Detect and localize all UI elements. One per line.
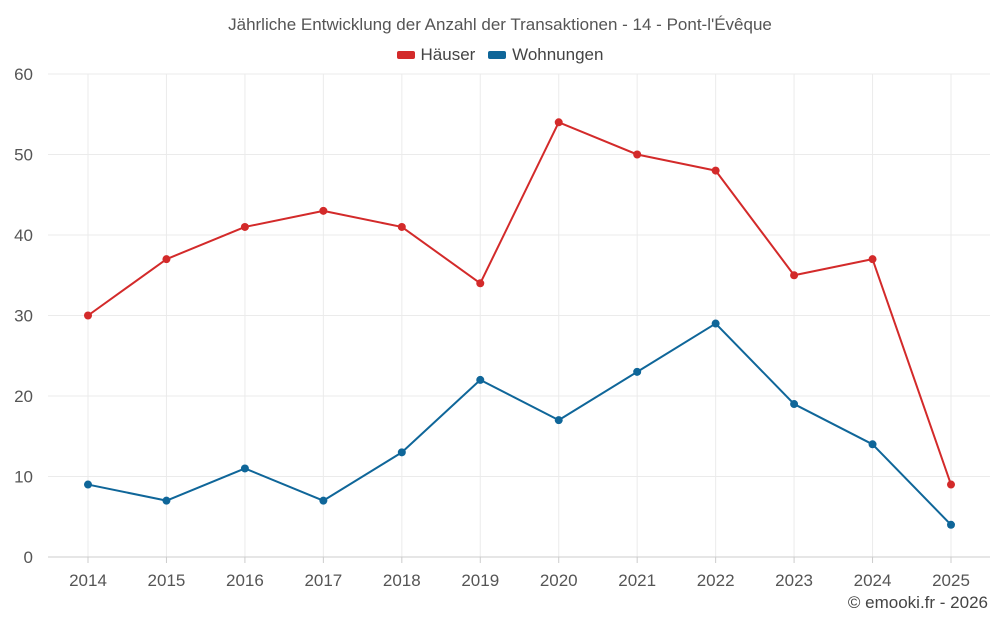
x-tick-label: 2018 — [383, 571, 421, 590]
x-tick-label: 2021 — [618, 571, 656, 590]
y-tick-label: 0 — [24, 548, 33, 567]
x-tick-label: 2015 — [148, 571, 186, 590]
x-tick-label: 2023 — [775, 571, 813, 590]
legend-label-wohnungen: Wohnungen — [512, 45, 604, 64]
data-point-wohnungen — [711, 319, 720, 328]
data-point-wohnungen — [476, 375, 485, 384]
y-tick-label: 60 — [14, 65, 33, 84]
series-line-wohnungen — [87, 322, 952, 526]
data-point-wohnungen — [397, 448, 406, 457]
data-point-wohnungen — [790, 400, 799, 409]
data-point-haeuser — [397, 222, 406, 231]
x-tick-label: 2025 — [932, 571, 970, 590]
data-point-haeuser — [554, 118, 563, 127]
series — [84, 118, 955, 529]
chart-title: Jährliche Entwicklung der Anzahl der Tra… — [228, 15, 772, 34]
data-point-haeuser — [947, 480, 955, 489]
data-point-haeuser — [240, 222, 249, 231]
x-tick-label: 2016 — [226, 571, 264, 590]
data-point-haeuser — [476, 279, 485, 288]
x-tick-label: 2024 — [854, 571, 892, 590]
data-point-wohnungen — [319, 496, 328, 505]
data-point-wohnungen — [554, 416, 563, 425]
x-tick-label: 2022 — [697, 571, 735, 590]
x-tick-label: 2019 — [461, 571, 499, 590]
legend: Häuser Wohnungen — [0, 44, 1000, 65]
data-point-haeuser — [868, 255, 877, 264]
credit-text: © emooki.fr - 2026 — [847, 593, 988, 612]
data-point-wohnungen — [84, 480, 92, 489]
y-tick-label: 40 — [14, 226, 33, 245]
data-point-wohnungen — [162, 496, 171, 505]
y-tick-label: 10 — [14, 468, 33, 487]
data-point-haeuser — [790, 271, 799, 280]
legend-swatch-wohnungen — [488, 51, 507, 59]
data-point-haeuser — [84, 311, 92, 320]
legend-item-haeuser[interactable]: Häuser — [396, 45, 476, 65]
legend-swatch-haeuser — [396, 51, 415, 59]
y-tick-label: 30 — [14, 307, 33, 326]
data-point-wohnungen — [868, 440, 877, 449]
x-tick-label: 2014 — [69, 571, 107, 590]
x-tick-label: 2017 — [304, 571, 342, 590]
y-tick-label: 20 — [14, 387, 33, 406]
x-tick-label: 2020 — [540, 571, 578, 590]
series-line-haeuser — [87, 121, 952, 485]
axes: 0 10 20 30 40 50 60 2014 2015 2016 2017 2018 2019 202… — [14, 65, 990, 590]
data-point-wohnungen — [240, 464, 249, 473]
grid — [48, 73, 990, 558]
legend-label-haeuser: Häuser — [420, 45, 476, 64]
y-tick-label: 50 — [14, 146, 33, 165]
data-point-wohnungen — [633, 367, 642, 376]
data-point-wohnungen — [947, 520, 955, 529]
data-point-haeuser — [162, 255, 171, 264]
data-point-haeuser — [711, 166, 720, 175]
legend-item-wohnungen[interactable]: Wohnungen — [488, 45, 603, 65]
data-point-haeuser — [319, 206, 328, 215]
data-point-haeuser — [633, 150, 642, 159]
